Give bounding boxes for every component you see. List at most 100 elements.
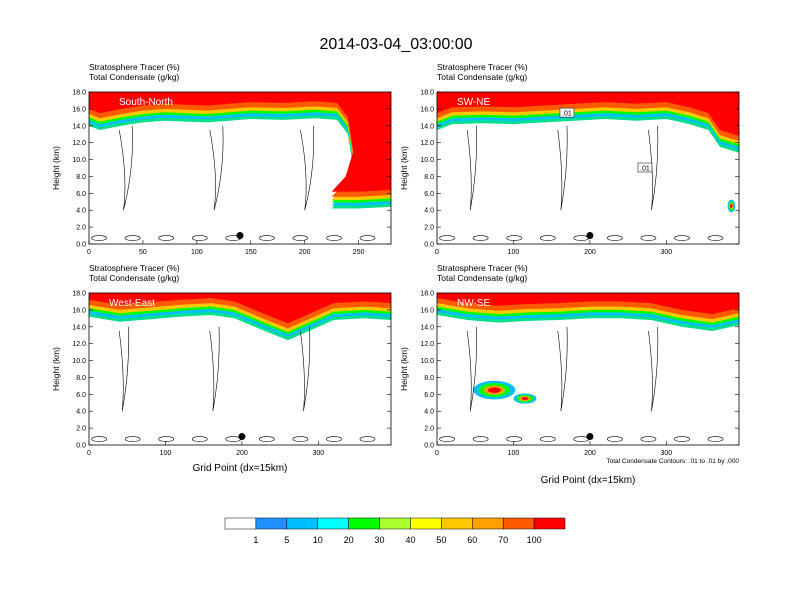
cloud-contour [300,125,314,211]
y-tick-label: 4.0 [424,409,434,416]
colorbar-box [379,517,411,530]
low-cloud-contour [359,436,376,442]
plot-frame [88,91,392,245]
y-tick-label: 14.0 [72,123,86,130]
low-cloud-contour [707,235,724,241]
panel-label: South-North [119,97,173,108]
y-tick-label: 8.0 [76,174,86,181]
low-cloud-contour [326,235,342,241]
low-cloud-contour [258,436,275,442]
cloud-contour [557,125,568,211]
subtitle-tracer: Stratosphere Tracer (%) [89,263,180,273]
colorbar-box [286,517,318,530]
y-tick-label: 0.0 [76,443,86,450]
plot-frame [88,292,392,446]
y-tick-label: 10.0 [72,157,86,164]
subtitle-tracer: Stratosphere Tracer (%) [437,62,528,72]
y-tick-label: 12.0 [420,341,434,348]
x-tick-label: 0 [435,249,439,256]
condensate-contours [439,326,724,442]
low-cloud-contour [292,235,309,241]
y-tick-label: 12.0 [72,341,86,348]
low-cloud-contour [158,436,175,442]
y-tick-label: 14.0 [72,324,86,331]
low-cloud-contour [506,436,523,442]
low-cloud-contour [640,235,657,241]
tracer-band-5 [89,293,391,324]
y-tick-label: 6.0 [424,392,434,399]
plot-frame [436,292,740,446]
colorbar-label: 100 [527,535,542,545]
subtitle-tracer: Stratosphere Tracer (%) [437,263,528,273]
colorbar-box [441,517,473,530]
contour-note: Total Condensate Contours: .01 to .01 by… [606,458,739,465]
contour-label: .01 [640,166,650,173]
y-tick-label: 4.0 [76,208,86,215]
panel-sw-ne: SW-NE Stratosphere Tracer (%)Total Conden… [399,62,740,256]
x-tick-label: 300 [313,450,325,457]
y-axis-label: Height (km) [399,146,409,190]
y-tick-label: 0.0 [424,443,434,450]
x-tick-label: 200 [236,450,248,457]
tracer-blob-0-3 [730,204,733,208]
y-axis-label: Height (km) [51,347,61,391]
low-cloud-contour [91,436,107,442]
x-tick-label: 300 [661,249,673,256]
contour-label-box [559,107,575,118]
y-tick-label: 10.0 [420,358,434,365]
x-tick-label: 150 [245,249,257,256]
y-tick-label: 6.0 [76,191,86,198]
subtitle-condensate: Total Condensate (g/kg) [89,273,179,283]
cloud-contour [557,326,568,412]
colorbar: 1 5 10 20 30 40 50 60 70 100 [224,517,566,545]
y-tick-label: 16.0 [420,106,434,113]
y-tick-label: 14.0 [420,123,434,130]
figure-title: 2014-03-04_03:00:00 [319,36,472,53]
x-tick-label: 0 [87,450,91,457]
low-cloud-contour [506,235,523,241]
location-marker [238,433,246,441]
x-tick-label: 200 [299,249,311,256]
condensate-contours [91,326,376,442]
y-tick-label: 0.0 [424,242,434,249]
colorbar-box [348,517,380,530]
colorbar-label: 50 [436,535,446,545]
panel-label: West-East [109,298,155,309]
y-tick-label: 8.0 [76,375,86,382]
x-tick-label: 200 [584,249,596,256]
panel-label: SW-NE [457,97,490,108]
subtitle-condensate: Total Condensate (g/kg) [89,72,179,82]
colorbar-label: 20 [344,535,354,545]
y-tick-label: 2.0 [76,225,86,232]
colorbar-box [533,517,566,530]
low-cloud-contour [326,436,342,442]
y-tick-label: 8.0 [424,174,434,181]
low-cloud-contour [472,235,489,241]
colorbar-box [472,517,504,530]
condensate-contours [91,125,376,241]
tracer-band-5 [437,293,739,315]
condensate-contours [439,125,724,241]
x-axis-label: Grid Point (dx=15km) [193,463,288,474]
x-tick-label: 100 [191,249,203,256]
y-tick-label: 18.0 [72,291,86,298]
colorbar-label: 1 [253,535,258,545]
low-cloud-contour [158,235,175,241]
cloud-contour [209,326,220,412]
y-tick-label: 6.0 [76,392,86,399]
colorbar-label: 40 [405,535,415,545]
y-tick-label: 0.0 [76,242,86,249]
low-cloud-contour [91,235,107,241]
y-tick-label: 16.0 [72,307,86,314]
low-cloud-contour [640,436,657,442]
low-cloud-contour [606,436,623,442]
y-tick-label: 8.0 [424,375,434,382]
colorbar-label: 10 [313,535,323,545]
subtitle-tracer: Stratosphere Tracer (%) [89,62,180,72]
cloud-contour [118,326,129,412]
x-tick-label: 200 [584,450,596,457]
cloud-contour [648,125,659,211]
cloud-contour [466,326,477,412]
location-marker [586,433,594,441]
